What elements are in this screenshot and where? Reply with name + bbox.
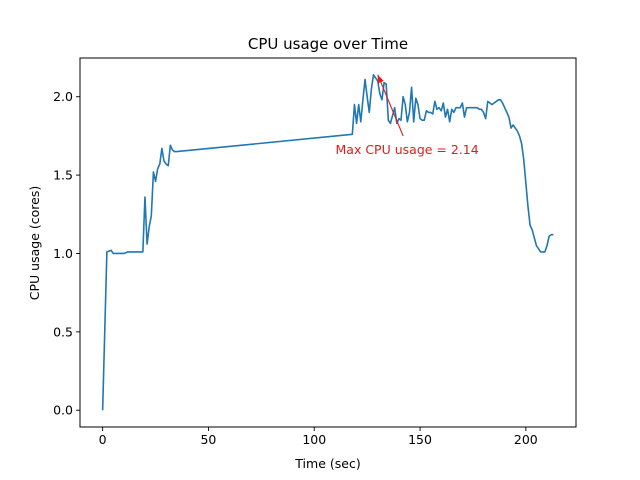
max-cpu-annotation: Max CPU usage = 2.14 <box>336 142 479 157</box>
x-tick-label: 150 <box>408 432 432 447</box>
plot-area: Max CPU usage = 2.14 <box>101 73 554 411</box>
y-tick-label: 1.5 <box>53 168 73 183</box>
y-tick-label: 0.5 <box>53 324 73 339</box>
x-tick-label: 50 <box>200 432 216 447</box>
cpu-usage-line <box>101 73 554 411</box>
x-tick-label: 200 <box>514 432 538 447</box>
x-tick-label: 100 <box>302 432 326 447</box>
x-axis-label: Time (sec) <box>294 456 360 471</box>
y-tick-label: 0.0 <box>53 403 73 418</box>
y-tick-label: 2.0 <box>53 89 73 104</box>
axes-frame <box>79 57 577 428</box>
x-tick-label: 0 <box>99 432 107 447</box>
y-tick-label: 1.0 <box>53 246 73 261</box>
annotation-arrowhead <box>377 74 384 84</box>
y-axis: 0.0 0.5 1.0 1.5 2.0 <box>53 89 80 418</box>
x-axis: 0 50 100 150 200 <box>99 427 538 447</box>
annotation-arrow <box>377 74 404 137</box>
y-axis-label: CPU usage (cores) <box>27 186 42 300</box>
chart-title: CPU usage over Time <box>248 35 408 53</box>
